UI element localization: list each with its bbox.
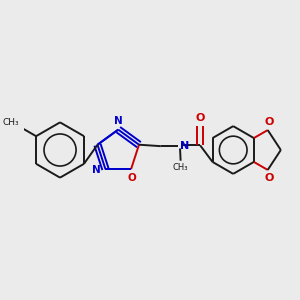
Text: CH₃: CH₃: [2, 118, 19, 127]
Text: N: N: [180, 141, 189, 151]
Text: O: O: [195, 113, 205, 123]
Text: O: O: [128, 173, 136, 184]
Text: CH₃: CH₃: [173, 163, 188, 172]
Text: O: O: [265, 173, 274, 183]
Text: N: N: [92, 165, 101, 175]
Text: N: N: [114, 116, 123, 126]
Text: O: O: [265, 117, 274, 127]
